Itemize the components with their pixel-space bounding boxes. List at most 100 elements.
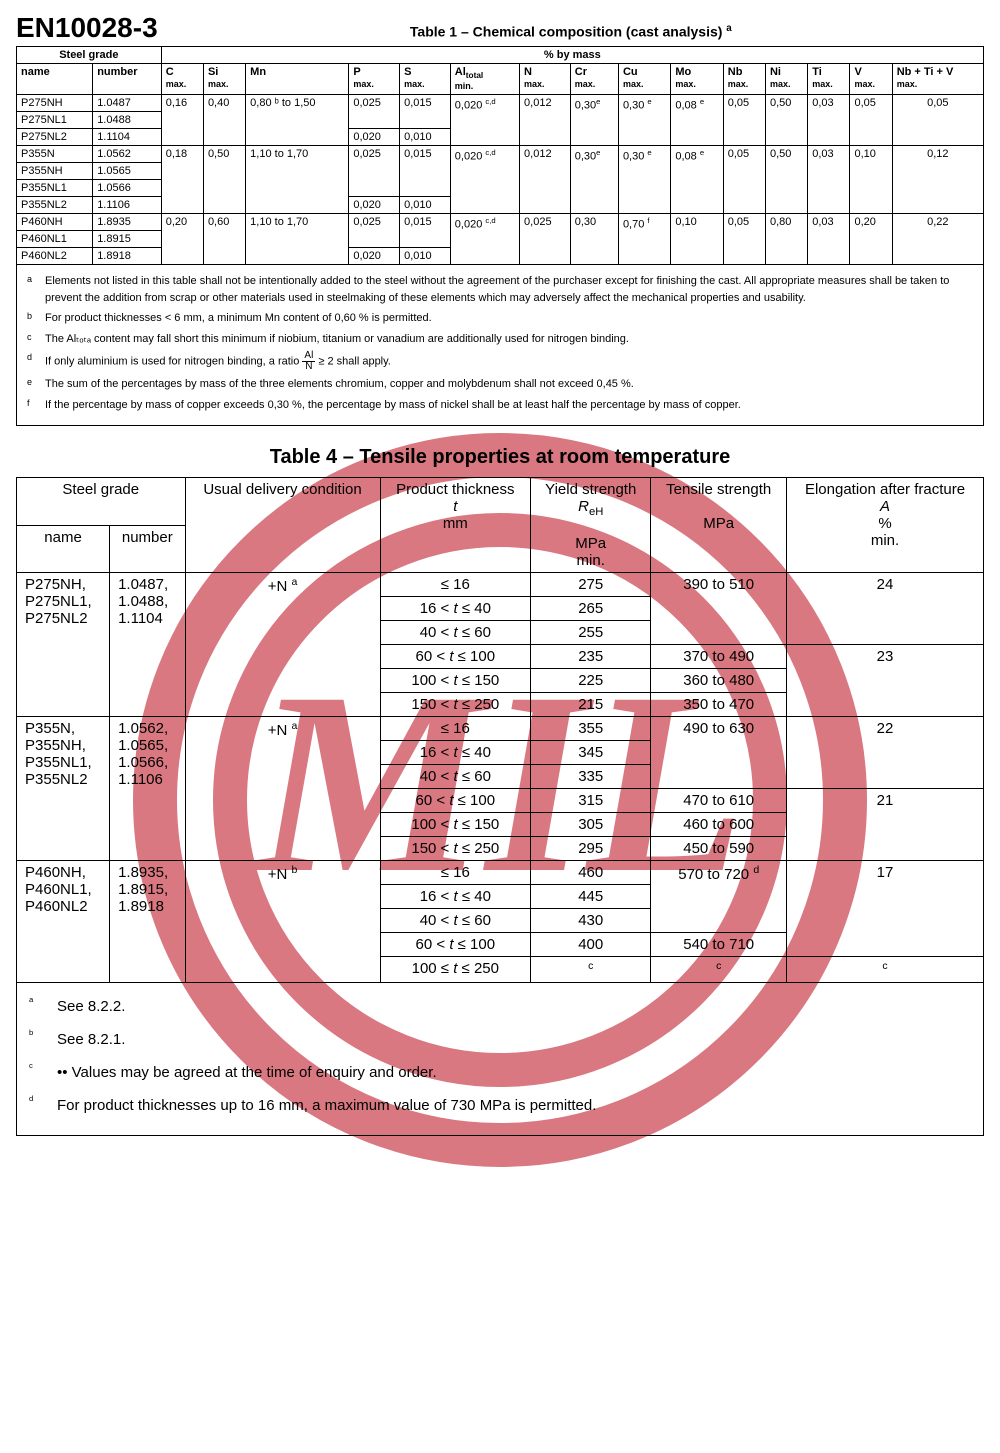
t1-Ni: 0,80 — [765, 214, 807, 265]
t4-yield: 430 — [531, 909, 651, 933]
t4-thick: ≤ 16 — [380, 573, 531, 597]
t1-Mn: 0,80 ᵇ to 1,50 — [246, 95, 349, 146]
t1-note-e: eThe sum of the percentages by mass of t… — [27, 376, 973, 393]
t1-P: 0,025 — [349, 95, 400, 129]
t1-el-Cr: Crmax. — [570, 64, 618, 95]
t4-thick: 16 < t ≤ 40 — [380, 597, 531, 621]
t1-V: 0,05 — [850, 95, 892, 146]
t1-el-Ti: Timax. — [808, 64, 850, 95]
t1-P: 0,025 — [349, 146, 400, 197]
t1-name: P355NL1 — [17, 180, 93, 197]
t1-Si: 0,60 — [203, 214, 245, 265]
t4-tens: 460 to 600 — [651, 813, 787, 837]
t1-P-last: 0,020 — [349, 197, 400, 214]
t4-tens: 350 to 470 — [651, 693, 787, 717]
t1-el-NbTiV: Nb + Ti + Vmax. — [892, 64, 983, 95]
t4-elong: 22 — [787, 717, 984, 789]
t1-el-S: Smax. — [400, 64, 451, 95]
t4-yield: 355 — [531, 717, 651, 741]
t1-num: 1.0566 — [93, 180, 162, 197]
t4-cond: +N a — [185, 573, 380, 717]
t4-tens: 570 to 720 d — [651, 861, 787, 933]
standard-number: EN10028-3 — [16, 12, 158, 44]
t4-yield: 445 — [531, 885, 651, 909]
t4-thick: 16 < t ≤ 40 — [380, 885, 531, 909]
t1-name: P275NH — [17, 95, 93, 112]
t1-h-bymass: % by mass — [161, 47, 983, 64]
t1-el-Mo: Momax. — [671, 64, 723, 95]
t4-thick: 40 < t ≤ 60 — [380, 765, 531, 789]
t4-elong: 21 — [787, 789, 984, 861]
t1-h-number: number — [93, 64, 162, 95]
t4-cond: +N a — [185, 717, 380, 861]
t1-note-d: dIf only aluminium is used for nitrogen … — [27, 351, 973, 372]
t1-name: P460NL1 — [17, 231, 93, 248]
t1-el-Nb: Nbmax. — [723, 64, 765, 95]
t1-S: 0,015 — [400, 95, 451, 129]
t1-Si: 0,50 — [203, 146, 245, 214]
table4-notes: aSee 8.2.2.bSee 8.2.1.c•• Values may be … — [16, 983, 984, 1136]
t1-name: P275NL1 — [17, 112, 93, 129]
t4-tens: 470 to 610 — [651, 789, 787, 813]
t4-tens: 370 to 490 — [651, 645, 787, 669]
t4-thick: 100 < t ≤ 150 — [380, 669, 531, 693]
t1-el-Mn: Mn — [246, 64, 349, 95]
t1-num: 1.8918 — [93, 248, 162, 265]
t1-el-C: Cmax. — [161, 64, 203, 95]
t1-P: 0,025 — [349, 214, 400, 248]
t1-C: 0,20 — [161, 214, 203, 265]
t4-yield: 315 — [531, 789, 651, 813]
t1-el-Al: Altotalmin. — [450, 64, 519, 95]
t1-name: P355N — [17, 146, 93, 163]
t4-note-d: dFor product thicknesses up to 16 mm, a … — [29, 1092, 971, 1119]
t4-cond: +N b — [185, 861, 380, 983]
t4-tens: c — [651, 957, 787, 983]
t1-h-steelgrade: Steel grade — [17, 47, 162, 64]
t1-NbTiV: 0,05 — [892, 95, 983, 146]
t1-num: 1.1104 — [93, 129, 162, 146]
t1-Ti: 0,03 — [808, 95, 850, 146]
t1-S-last: 0,010 — [400, 197, 451, 214]
t1-Cu: 0,30 e — [618, 95, 670, 146]
t4-yield: c — [531, 957, 651, 983]
t1-C: 0,16 — [161, 95, 203, 146]
t4-h-usual: Usual delivery condition — [185, 478, 380, 573]
t1-Cu: 0,70 f — [618, 214, 670, 265]
t4-thick: ≤ 16 — [380, 861, 531, 885]
t4-thick: 60 < t ≤ 100 — [380, 933, 531, 957]
t1-num: 1.1106 — [93, 197, 162, 214]
t4-thick: ≤ 16 — [380, 717, 531, 741]
t4-thick: 150 < t ≤ 250 — [380, 837, 531, 861]
table4: Steel grade Usual delivery condition Pro… — [16, 477, 984, 983]
t4-names: P355N,P355NH,P355NL1,P355NL2 — [17, 717, 110, 861]
t1-NbTiV: 0,12 — [892, 146, 983, 214]
t1-Si: 0,40 — [203, 95, 245, 146]
t4-names: P275NH,P275NL1,P275NL2 — [17, 573, 110, 717]
t1-S-last: 0,010 — [400, 248, 451, 265]
t1-name: P460NH — [17, 214, 93, 231]
t1-Nb: 0,05 — [723, 146, 765, 214]
t4-h-tens: Tensile strength MPa — [651, 478, 787, 573]
t1-el-Ni: Nimax. — [765, 64, 807, 95]
t1-N: 0,012 — [520, 146, 571, 214]
t1-NbTiV: 0,22 — [892, 214, 983, 265]
t1-Cr: 0,30 — [570, 214, 618, 265]
t4-nums: 1.0487,1.0488,1.1104 — [110, 573, 185, 717]
t4-yield: 295 — [531, 837, 651, 861]
t1-Ni: 0,50 — [765, 146, 807, 214]
t4-nums: 1.0562,1.0565,1.0566,1.1106 — [110, 717, 185, 861]
t4-tens: 360 to 480 — [651, 669, 787, 693]
t1-name: P355NL2 — [17, 197, 93, 214]
t4-thick: 100 < t ≤ 150 — [380, 813, 531, 837]
t4-thick: 100 ≤ t ≤ 250 — [380, 957, 531, 983]
t4-yield: 305 — [531, 813, 651, 837]
t1-Al: 0,020 c,d — [450, 214, 519, 265]
t1-S: 0,015 — [400, 214, 451, 248]
t1-num: 1.8935 — [93, 214, 162, 231]
t4-yield: 265 — [531, 597, 651, 621]
t1-num: 1.8915 — [93, 231, 162, 248]
t1-el-N: Nmax. — [520, 64, 571, 95]
t4-note-a: aSee 8.2.2. — [29, 993, 971, 1020]
t1-name: P460NL2 — [17, 248, 93, 265]
t4-yield: 225 — [531, 669, 651, 693]
